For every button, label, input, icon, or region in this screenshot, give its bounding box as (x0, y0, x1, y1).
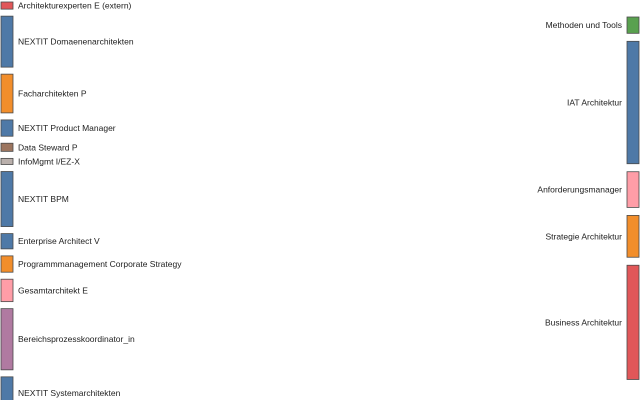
label-methoden-und-tools: Methoden und Tools (546, 20, 622, 30)
node-enterprise-architect-v (0, 233, 14, 250)
node-iat-architektur (626, 40, 640, 165)
link-infomgmt-i-ez-x-to-iat-architektur (13, 133, 627, 164)
node-nextit-product-manager (0, 119, 14, 137)
label-architekturexperten-e-extern: Architekturexperten E (extern) (18, 1, 132, 11)
link-facharchitekten-p-to-methoden-und-tools (13, 26, 627, 81)
node-programmmanagement-corporate-strategy (0, 255, 14, 273)
label-infomgmt-i-ez-x: InfoMgmt I/EZ-X (18, 156, 80, 166)
label-facharchitekten-p: Facharchitekten P (18, 89, 87, 99)
link-gesamtarchitekt-e-to-anforderungsmanager (13, 194, 627, 284)
node-nextit-domaenenarchitekten (0, 15, 14, 68)
node-data-steward-p (0, 142, 14, 152)
node-nextit-bpm (0, 171, 14, 227)
node-bereichsprozesskoordinator-in (0, 308, 14, 371)
label-data-steward-p: Data Steward P (18, 142, 78, 152)
label-nextit-bpm: NEXTIT BPM (18, 194, 69, 204)
link-nextit-domaenenarchitekten-to-iat-architektur (13, 22, 627, 90)
node-anforderungsmanager (626, 171, 640, 208)
link-nextit-systemarchitekten-to-iat-architektur (13, 151, 627, 389)
node-methoden-und-tools (626, 16, 640, 34)
link-nextit-bpm-to-business-architektur (13, 206, 627, 285)
label-strategie-architektur: Strategie Architektur (545, 231, 622, 241)
label-iat-architektur: IAT Architektur (567, 98, 622, 108)
label-nextit-domaenenarchitekten: NEXTIT Domaenenarchitekten (18, 37, 134, 47)
label-anforderungsmanager: Anforderungsmanager (537, 185, 622, 195)
label-nextit-systemarchitekten: NEXTIT Systemarchitekten (18, 388, 121, 398)
link-nextit-bpm-to-anforderungsmanager (13, 172, 627, 206)
label-gesamtarchitekt-e: Gesamtarchitekt E (18, 285, 88, 295)
link-facharchitekten-p-to-strategie-architektur (13, 100, 627, 229)
node-gesamtarchitekt-e (0, 278, 14, 303)
link-bereichsprozesskoordinator-in-to-anforderungsmanager (13, 199, 627, 317)
link-nextit-domaenenarchitekten-to-methoden-und-tools (13, 16, 627, 26)
node-architekturexperten-e-extern (0, 1, 14, 10)
label-programmmanagement-corporate-strategy: Programmmanagement Corporate Strategy (18, 259, 182, 269)
label-enterprise-architect-v: Enterprise Architect V (18, 236, 100, 246)
node-strategie-architektur (626, 215, 640, 258)
link-gesamtarchitekt-e-to-business-architektur (13, 288, 627, 316)
label-business-architektur: Business Architektur (545, 317, 622, 327)
label-bereichsprozesskoordinator-in: Bereichsprozesskoordinator_in (18, 334, 135, 344)
labels-layer: Architekturexperten E (extern) NEXTIT Dom… (18, 1, 622, 399)
node-nextit-systemarchitekten (0, 376, 14, 400)
link-enterprise-architect-v-to-strategie-architektur (13, 229, 627, 240)
link-programmmanagement-corporate-strategy-to-business-architektur (13, 264, 627, 303)
node-business-architektur (626, 264, 640, 380)
node-facharchitekten-p (0, 73, 14, 114)
label-nextit-product-manager: NEXTIT Product Manager (18, 123, 116, 133)
link-facharchitekten-p-to-iat-architektur (13, 81, 627, 108)
link-nextit-bpm-to-iat-architektur (13, 139, 627, 184)
node-infomgmt-i-ez-x (0, 157, 14, 165)
